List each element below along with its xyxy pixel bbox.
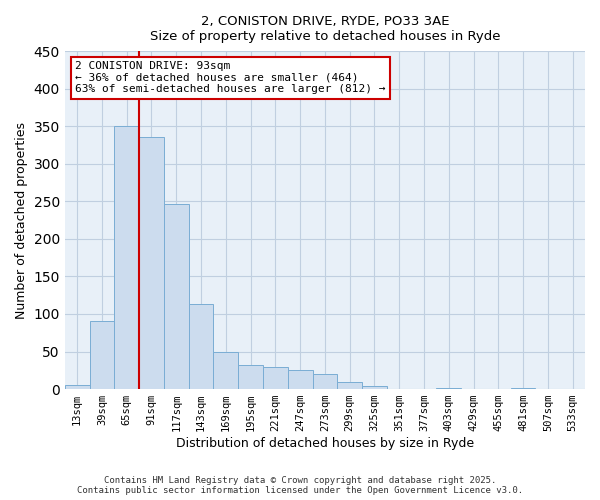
- X-axis label: Distribution of detached houses by size in Ryde: Distribution of detached houses by size …: [176, 437, 474, 450]
- Bar: [115, 126, 139, 389]
- Bar: [214, 352, 238, 389]
- Bar: [89, 322, 115, 389]
- Bar: [164, 204, 188, 389]
- Bar: [188, 304, 214, 389]
- Bar: [238, 365, 263, 389]
- Bar: [511, 388, 535, 389]
- Text: 2 CONISTON DRIVE: 93sqm
← 36% of detached houses are smaller (464)
63% of semi-d: 2 CONISTON DRIVE: 93sqm ← 36% of detache…: [75, 62, 386, 94]
- Title: 2, CONISTON DRIVE, RYDE, PO33 3AE
Size of property relative to detached houses i: 2, CONISTON DRIVE, RYDE, PO33 3AE Size o…: [149, 15, 500, 43]
- Bar: [436, 388, 461, 389]
- Bar: [313, 374, 337, 389]
- Bar: [288, 370, 313, 389]
- Bar: [65, 384, 89, 389]
- Bar: [362, 386, 387, 389]
- Bar: [139, 138, 164, 389]
- Bar: [337, 382, 362, 389]
- Y-axis label: Number of detached properties: Number of detached properties: [15, 122, 28, 318]
- Bar: [263, 366, 288, 389]
- Text: Contains HM Land Registry data © Crown copyright and database right 2025.
Contai: Contains HM Land Registry data © Crown c…: [77, 476, 523, 495]
